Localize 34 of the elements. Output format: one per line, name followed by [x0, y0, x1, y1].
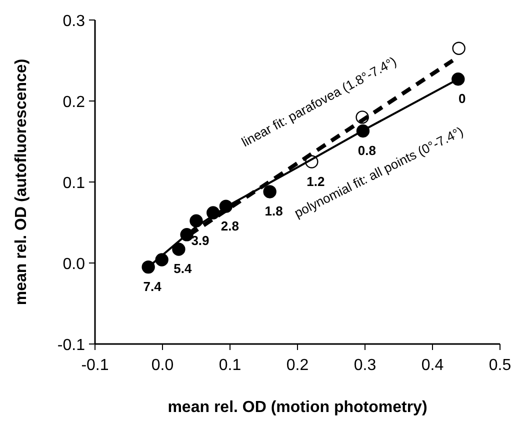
point: [180, 228, 194, 242]
x-tick-label: 0.1: [218, 357, 242, 374]
x-tick-label: 0.5: [488, 357, 512, 374]
point: [172, 242, 186, 256]
point: [356, 124, 370, 138]
annotation: 1.8: [264, 204, 283, 219]
y-tick-label: 0.2: [62, 94, 86, 111]
annotation: 5.4: [174, 261, 193, 276]
annotation: 0: [458, 91, 466, 106]
point: [305, 155, 318, 168]
annotation: 0.8: [358, 142, 376, 158]
y-axis-title: mean rel. OD (autofluorescence): [13, 58, 30, 306]
point: [263, 185, 276, 198]
y-tick-label: 0.3: [62, 13, 86, 30]
point: [206, 206, 220, 220]
annotation: 2.8: [220, 218, 239, 234]
x-tick-label: -0.1: [81, 357, 109, 374]
annotation: 7.4: [143, 279, 162, 294]
point: [219, 200, 233, 213]
point: [356, 110, 369, 124]
x-tick-label: 0.0: [151, 357, 174, 374]
point: [155, 253, 168, 266]
x-tick-label: 0.2: [286, 357, 309, 374]
x-axis-title: mean rel. OD (motion photometry): [168, 399, 428, 416]
annotation: 3.9: [191, 232, 210, 248]
point: [142, 260, 155, 274]
x-tick-label: 0.4: [421, 357, 444, 374]
point: [452, 72, 465, 86]
y-tick-label: 0.1: [62, 175, 86, 192]
point: [452, 42, 466, 55]
y-tick-label: -0.1: [57, 337, 86, 354]
x-tick-label: 0.3: [354, 357, 376, 374]
point: [190, 214, 203, 228]
y-tick-label: 0.0: [62, 256, 86, 273]
